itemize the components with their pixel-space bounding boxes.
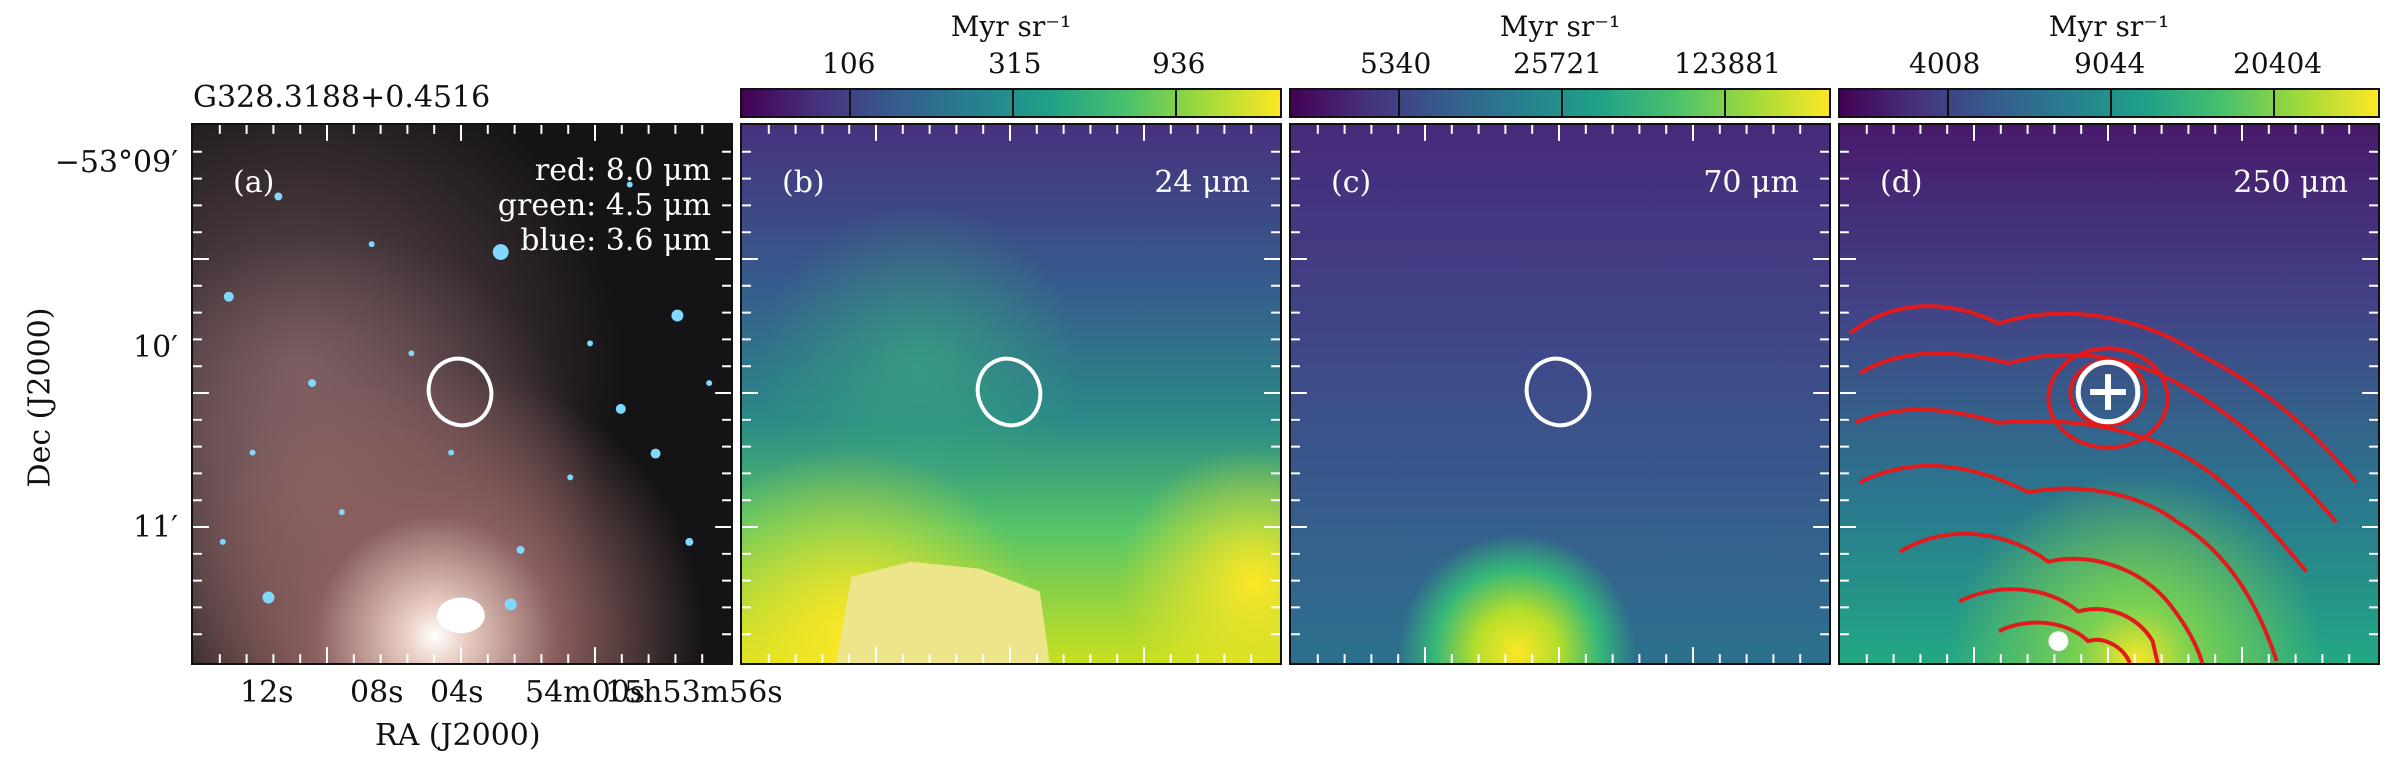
colorbar-unit-c: Myr sr⁻¹ bbox=[1499, 10, 1621, 43]
panel-d-tag: (d) bbox=[1880, 165, 1923, 200]
y-tick-1: −53°09′ bbox=[54, 145, 178, 180]
colorbar-tick-c-2: 25721 bbox=[1513, 47, 1603, 80]
panel-a-legend-blue: blue: 3.6 μm bbox=[520, 223, 711, 258]
colorbar-d bbox=[1838, 88, 2380, 118]
panel-c-tag: (c) bbox=[1331, 165, 1372, 200]
colorbar-tick-b-1: 106 bbox=[822, 47, 876, 80]
panel-b-wavelength: 24 μm bbox=[1154, 165, 1250, 200]
x-axis-label: RA (J2000) bbox=[375, 718, 541, 753]
x-tick-2: 08s bbox=[350, 675, 404, 710]
panel-a-legend-green: green: 4.5 μm bbox=[497, 188, 711, 223]
y-tick-3: 11′ bbox=[133, 510, 178, 545]
colorbar-b bbox=[740, 88, 1282, 118]
x-tick-3: 04s bbox=[430, 675, 484, 710]
panel-c: (c) 70 μm bbox=[1289, 123, 1831, 665]
panel-c-image bbox=[1291, 125, 1829, 663]
panel-d-wavelength: 250 μm bbox=[2233, 165, 2348, 200]
panel-d: (d) 250 μm bbox=[1838, 123, 2380, 665]
colorbar-unit-d: Myr sr⁻¹ bbox=[2048, 10, 2170, 43]
colorbar-tick-b-2: 315 bbox=[988, 47, 1042, 80]
panel-d-image bbox=[1840, 125, 2378, 663]
panel-b-tag: (b) bbox=[782, 165, 825, 200]
panel-b: (b) 24 μm bbox=[740, 123, 1282, 665]
colorbar-tick-d-1: 4008 bbox=[1909, 47, 1981, 80]
colorbar-unit-b: Myr sr⁻¹ bbox=[950, 10, 1072, 43]
colorbar-tick-d-2: 9044 bbox=[2074, 47, 2146, 80]
panel-a-legend-red: red: 8.0 μm bbox=[534, 153, 711, 188]
colorbar-tick-c-1: 5340 bbox=[1360, 47, 1432, 80]
colorbar-tick-d-3: 20404 bbox=[2233, 47, 2323, 80]
panel-b-image bbox=[742, 125, 1280, 663]
colorbar-tick-c-3: 123881 bbox=[1674, 47, 1781, 80]
x-tick-1: 12s bbox=[240, 675, 294, 710]
panel-a-tag: (a) bbox=[233, 165, 275, 200]
x-tick-5: 15h53m56s bbox=[605, 675, 783, 710]
panel-a: (a) red: 8.0 μm green: 4.5 μm blue: 3.6 … bbox=[191, 123, 733, 665]
colorbar-c bbox=[1289, 88, 1831, 118]
panel-c-wavelength: 70 μm bbox=[1703, 165, 1799, 200]
y-tick-2: 10′ bbox=[133, 330, 178, 365]
x-tick-4: 54m00s bbox=[525, 675, 646, 710]
colorbar-tick-b-3: 936 bbox=[1152, 47, 1206, 80]
source-name: G328.3188+0.4516 bbox=[193, 80, 491, 115]
